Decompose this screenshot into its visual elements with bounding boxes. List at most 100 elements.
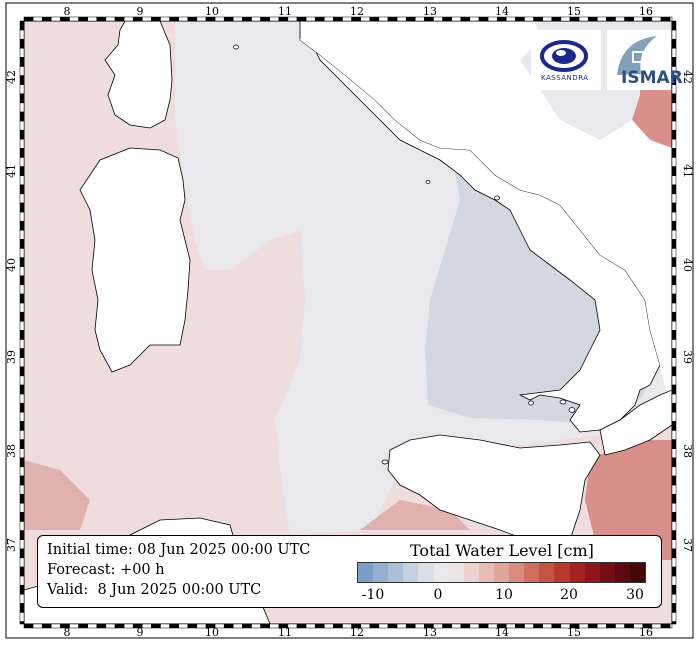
axis-tick-labels: 8 8 9 9 10 10 11 11 12 12 13 13 14 14 15 15 16 16 42 42 41 41…	[5, 5, 694, 639]
axis-checker-segment	[671, 193, 677, 204]
axis-checker-segment	[333, 16, 343, 22]
axis-checker-segment	[671, 266, 677, 277]
axis-checker-segment	[587, 16, 598, 22]
axis-checker-segment	[19, 84, 25, 95]
axis-checker-segment	[296, 16, 307, 22]
axis-checker-segment	[369, 623, 380, 629]
land-calabria	[599, 389, 672, 456]
axis-checker-segment	[251, 16, 261, 22]
axis-checker-segment	[19, 266, 25, 277]
forecast-label: Forecast: +00 h	[47, 562, 165, 578]
axis-checker-segment	[142, 16, 152, 22]
colorbar-swatch	[509, 563, 525, 582]
axis-checker-segment	[19, 493, 25, 504]
axis-checker-segment	[19, 230, 25, 240]
axis-checker-segment	[178, 16, 189, 22]
axis-checker-segment	[442, 16, 452, 22]
axis-tick-label: 40	[681, 258, 694, 272]
axis-checker-segment	[671, 384, 677, 395]
axis-checker-segment	[671, 421, 677, 431]
axis-checker-segment	[378, 16, 389, 22]
island-elba	[233, 44, 239, 50]
axis-checker-segment	[442, 623, 452, 629]
axis-checker-segment	[78, 623, 88, 629]
axis-checker-segment	[169, 16, 179, 22]
axis-checker-segment	[671, 129, 677, 140]
axis-checker-segment	[671, 202, 677, 213]
axis-checker-segment	[551, 623, 562, 629]
axis-checker-segment	[19, 384, 25, 395]
axis-checker-segment	[19, 193, 25, 204]
axis-checker-segment	[19, 38, 25, 49]
axis-checker-segment	[333, 623, 343, 629]
axis-checker-segment	[19, 521, 25, 531]
axis-checker-segment	[378, 623, 389, 629]
axis-tick-label: 10	[205, 5, 219, 18]
axis-checker-segment	[671, 548, 677, 559]
colorbar-swatch	[493, 563, 510, 582]
axis-checker-segment	[19, 284, 25, 295]
axis-checker-segment	[671, 111, 677, 122]
axis-checker-segment	[671, 248, 677, 258]
axis-checker-segment	[32, 16, 43, 22]
colorbar	[357, 562, 646, 583]
outer-frame	[5, 2, 694, 639]
kassandra-eye-icon	[540, 40, 588, 72]
axis-tick-label: 14	[495, 626, 509, 639]
axis-checker-segment	[78, 16, 88, 22]
axis-checker-segment	[19, 48, 25, 58]
axis-checker-segment	[542, 623, 553, 629]
axis-checker-segment	[671, 321, 677, 331]
axis-checker-segment	[19, 366, 25, 377]
axis-checker-segment	[671, 293, 677, 304]
axis-checker-segment	[314, 623, 325, 629]
axis-checker-segment	[19, 357, 25, 368]
axis-checker-segment	[671, 29, 677, 40]
axis-checker-segment	[671, 448, 677, 459]
axis-tick-label: 9	[137, 626, 144, 639]
axis-checker-segment	[96, 623, 107, 629]
land-italy-interior	[300, 21, 672, 420]
axis-checker-segment	[19, 102, 25, 113]
axis-checker-segment	[19, 557, 25, 568]
island-aeolian-2	[559, 399, 567, 405]
axis-tick-label: 8	[64, 626, 71, 639]
axis-checker-segment	[19, 503, 25, 513]
axis-checker-segment	[671, 475, 677, 486]
island-aeolian-1	[528, 400, 534, 406]
axis-checker-segment	[19, 129, 25, 140]
axis-checker-segment	[242, 16, 252, 22]
axis-checker-segment	[96, 16, 107, 22]
axis-tick-label: 39	[681, 350, 694, 364]
info-legend-box: Initial time: 08 Jun 2025 00:00 UTC Fore…	[37, 535, 662, 608]
axis-checker-segment	[19, 375, 25, 386]
axis-checker-segment	[87, 16, 98, 22]
axis-checker-segment	[671, 220, 677, 231]
axis-checker-segment	[387, 16, 398, 22]
axis-checker-segment	[41, 623, 52, 629]
axis-tick-label: 37	[681, 538, 694, 552]
colorbar-swatch	[554, 563, 570, 582]
axis-checker-segment	[671, 239, 677, 249]
axis-checker-segment	[187, 16, 198, 22]
axis-checker-segment	[19, 475, 25, 486]
axis-checker-segment	[606, 623, 616, 629]
colorbar-swatch	[358, 563, 374, 582]
axis-checker-segment	[19, 175, 25, 186]
axis-checker-segment	[32, 623, 43, 629]
axis-checker-segment	[515, 623, 525, 629]
axis-checker-segment	[671, 430, 677, 440]
island-ustica	[425, 180, 431, 184]
colorbar-swatch	[388, 563, 404, 582]
axis-checker-segment	[19, 466, 25, 477]
axis-checker-segment	[671, 557, 677, 568]
axis-tick-label: 15	[567, 5, 581, 18]
sea-high-region-se	[585, 440, 672, 560]
axis-checker-segment	[533, 623, 543, 629]
axis-checker-segment	[324, 623, 334, 629]
axis-checker-segment	[671, 230, 677, 240]
colorbar-swatch	[478, 563, 494, 582]
axis-checker-segment	[671, 120, 677, 131]
axis-checker-segment	[671, 57, 677, 67]
axis-checker-segment	[305, 623, 316, 629]
